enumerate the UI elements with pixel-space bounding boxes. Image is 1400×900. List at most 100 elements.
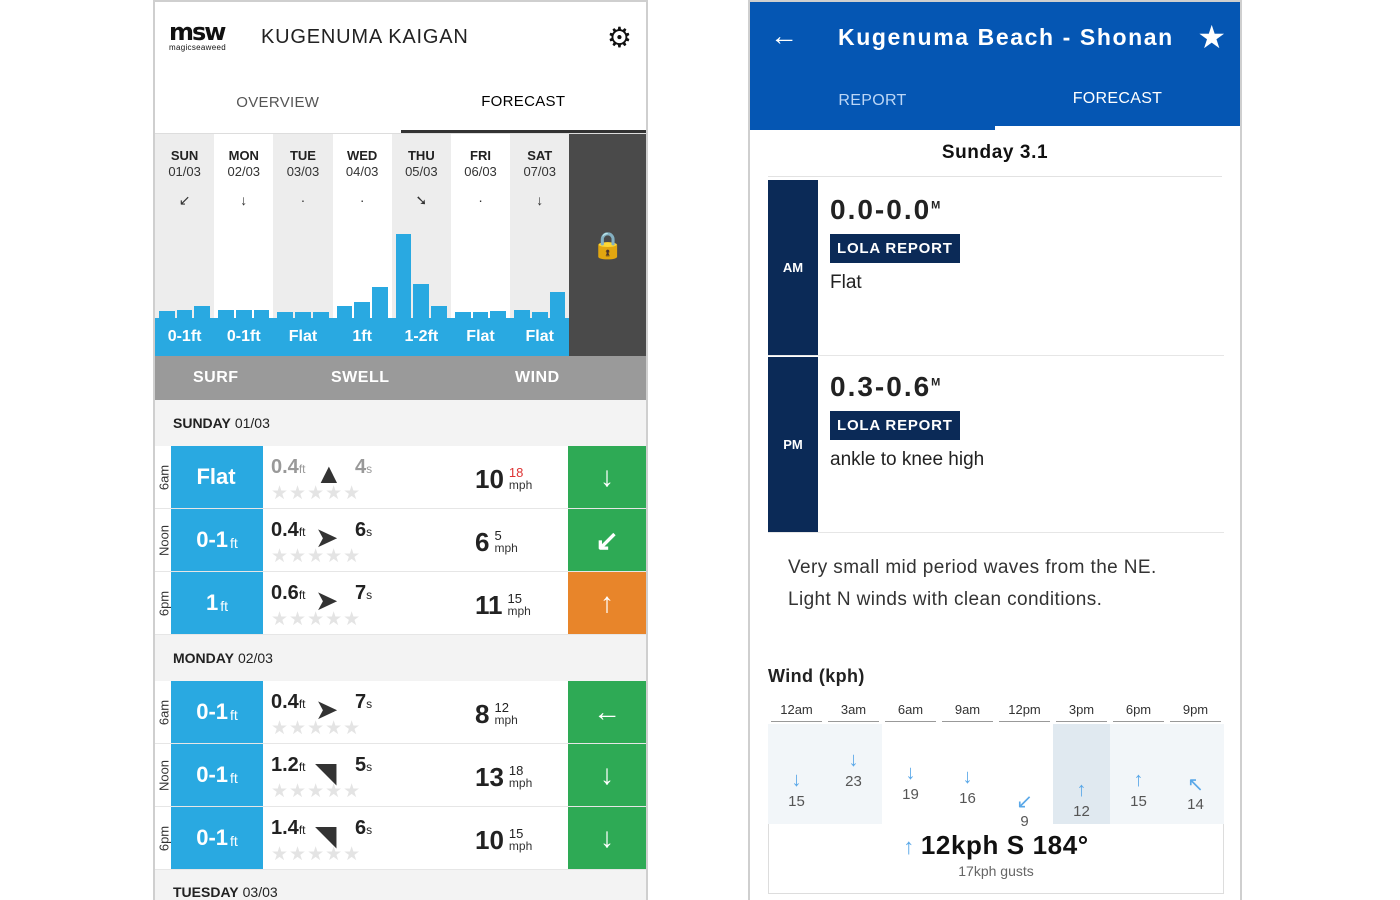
msw-tabs: OVERVIEW FORECAST bbox=[155, 72, 646, 134]
gear-icon[interactable]: ⚙ bbox=[606, 21, 632, 53]
swell-cell: 0.4ft 7s ★★★★★ bbox=[263, 681, 403, 743]
lola-report-badge[interactable]: LOLA REPORT bbox=[830, 234, 960, 263]
swell-cell: 0.4ft 6s ★★★★★ bbox=[263, 509, 403, 571]
wind-arrow-icon: ↓ bbox=[848, 749, 859, 771]
swell-period: 7s bbox=[355, 582, 373, 604]
day-date: 02/03 bbox=[237, 650, 273, 666]
wind-value: 9 bbox=[1020, 813, 1029, 830]
day-date: 05/03 bbox=[405, 164, 438, 179]
day-column[interactable]: MON 02/03 ↓ 0-1ft bbox=[214, 134, 274, 356]
msw-header: msw magicseaweed KUGENUMA KAIGAN ⚙ bbox=[155, 2, 646, 72]
forecast-row[interactable]: 6am 0-1 ft 0.4ft 7s ★★★★★ ➤ 8 12 mph ← bbox=[155, 681, 646, 744]
swell-bar bbox=[218, 309, 234, 318]
wind-hour-cell[interactable]: ↓ 23 bbox=[825, 724, 882, 824]
day-column[interactable]: SUN 01/03 ↙ 0-1ft bbox=[155, 134, 215, 356]
day-date: 04/03 bbox=[345, 164, 379, 179]
wind-hour-cell[interactable]: ↑ 12 bbox=[1053, 724, 1110, 824]
day-name: MON bbox=[228, 148, 259, 163]
time-label: Noon bbox=[156, 524, 172, 557]
surf-range-label: 1ft bbox=[332, 318, 392, 356]
surfline-tabs: REPORT FORECAST bbox=[750, 72, 1240, 130]
pm-label: PM bbox=[768, 357, 818, 532]
hour-label: 12pm bbox=[999, 702, 1050, 722]
forecast-row[interactable]: 6pm 0-1 ft 1.4ft 6s ★★★★★ ◥ 10 15 mph ↓ bbox=[155, 807, 646, 870]
swell-bar bbox=[277, 312, 294, 318]
time-slot: Noon bbox=[155, 744, 172, 806]
wind-arrow-icon: ↑ bbox=[1133, 769, 1144, 791]
lock-icon: 🔒 bbox=[591, 229, 624, 260]
swell-bar bbox=[514, 309, 530, 318]
day-column[interactable]: SAT 07/03 ↓ Flat bbox=[510, 134, 570, 356]
wind-hour-cell[interactable]: ↑ 15 bbox=[1110, 724, 1167, 824]
day-name: TUESDAY bbox=[173, 884, 239, 900]
logo-text: msw bbox=[169, 18, 226, 46]
star-rating: ★★★★★ bbox=[271, 483, 362, 504]
tab-report[interactable]: REPORT bbox=[838, 92, 907, 109]
pm-wave-height: 0.3-0.6M bbox=[830, 371, 943, 402]
wind-hour-cell[interactable]: ↓ 19 bbox=[882, 724, 939, 824]
forecast-row[interactable]: Noon 0-1 ft 1.2ft 5s ★★★★★ ◥ 13 18 mph ↓ bbox=[155, 744, 646, 807]
wind-gusts: 17kph gusts bbox=[958, 863, 1034, 879]
swell-bars bbox=[159, 198, 211, 318]
favorite-star-icon[interactable]: ★ bbox=[1197, 19, 1226, 55]
wind-summary-value: 12kph S 184° bbox=[920, 830, 1089, 860]
day-column[interactable]: WED 04/03 · 1ft bbox=[332, 134, 392, 356]
swell-period: 6s bbox=[355, 817, 373, 839]
swell-bar bbox=[413, 284, 430, 318]
star-rating: ★★★★★ bbox=[271, 781, 362, 802]
wind-arrow-icon: ↓ bbox=[905, 762, 916, 784]
forecast-row[interactable]: 6pm 1 ft 0.6ft 7s ★★★★★ ➤ 11 15 mph ↑ bbox=[155, 572, 646, 635]
star-rating: ★★★★★ bbox=[271, 609, 362, 630]
swell-cell: 0.4ft 4s ★★★★★ bbox=[263, 446, 403, 508]
lola-report-badge[interactable]: LOLA REPORT bbox=[830, 411, 960, 440]
wind-hour-cell[interactable]: ↓ 15 bbox=[768, 724, 825, 824]
wind-value: 16 bbox=[959, 790, 976, 807]
day-header-monday: MONDAY 02/03 bbox=[155, 635, 646, 681]
tab-overview[interactable]: OVERVIEW bbox=[236, 94, 320, 111]
day-column[interactable]: THU 05/03 ➘ 1-2ft bbox=[391, 134, 451, 356]
swell-bar bbox=[490, 310, 507, 318]
surf-range-label: 1-2ft bbox=[391, 318, 451, 356]
wind-hour-cell[interactable]: ↙ 9 bbox=[996, 724, 1053, 830]
swell-period: 7s bbox=[355, 691, 373, 713]
tab-forecast[interactable]: FORECAST bbox=[995, 72, 1240, 130]
wind-hour-cell[interactable]: ↖ 14 bbox=[1167, 724, 1224, 824]
swell-bar bbox=[472, 312, 489, 318]
pm-report: PM 0.3-0.6M LOLA REPORT ankle to knee hi… bbox=[768, 357, 1224, 533]
am-label: AM bbox=[768, 180, 818, 355]
hour-label: 6am bbox=[885, 702, 936, 722]
day-column[interactable]: FRI 06/03 · Flat bbox=[450, 134, 511, 356]
time-slot: Noon bbox=[155, 509, 172, 571]
time-label: 6pm bbox=[156, 590, 172, 617]
sunday-rows: 6am Flat 0.4ft 4s ★★★★★ ▲ 10 18 mph ↓ Noo… bbox=[155, 446, 646, 635]
day-name: TUE bbox=[289, 148, 316, 163]
swell-bars bbox=[514, 198, 566, 318]
week-forecast: SUN 01/03 ↙ 0-1ft MON 02/03 ↓ 0-1ft TUE 03/03 · Fla… bbox=[155, 134, 646, 356]
back-arrow-icon[interactable]: ← bbox=[770, 20, 798, 51]
wind-speed: 8 12 mph bbox=[475, 699, 518, 729]
surf-range-label: Flat bbox=[450, 318, 511, 356]
swell-height: 0.4ft bbox=[271, 456, 306, 478]
tab-forecast[interactable]: FORECAST bbox=[400, 72, 646, 133]
wind-arrow-icon: ↓ bbox=[791, 769, 802, 791]
swell-height: 0.4ft bbox=[271, 519, 306, 541]
hour-label: 6pm bbox=[1113, 702, 1164, 722]
swell-direction-icon: ◥ bbox=[315, 820, 337, 851]
surfline-header: ← Kugenuma Beach - Shonan ★ REPORT FOREC… bbox=[750, 2, 1240, 130]
wind-hour-cell[interactable]: ↓ 16 bbox=[939, 724, 996, 824]
day-column[interactable]: TUE 03/03 · Flat bbox=[273, 134, 333, 356]
forecast-row[interactable]: 6am Flat 0.4ft 4s ★★★★★ ▲ 10 18 mph ↓ bbox=[155, 446, 646, 509]
swell-bar bbox=[372, 286, 388, 318]
time-slot: 6pm bbox=[155, 807, 172, 869]
locked-days[interactable]: 🔒 bbox=[569, 134, 646, 356]
swell-cell: 1.2ft 5s ★★★★★ bbox=[263, 744, 403, 806]
wind-arrow-icon: ↙ bbox=[1016, 791, 1033, 813]
logo-subtext: magicseaweed bbox=[169, 43, 226, 52]
swell-bar bbox=[336, 306, 353, 318]
msw-logo[interactable]: msw magicseaweed bbox=[169, 18, 243, 53]
forecast-row[interactable]: Noon 0-1 ft 0.4ft 6s ★★★★★ ➤ 6 5 mph ↙ bbox=[155, 509, 646, 572]
wind-direction-icon: ← bbox=[568, 681, 646, 743]
wind-value: 15 bbox=[788, 793, 805, 810]
wind-arrow-icon: ↓ bbox=[962, 766, 973, 788]
swell-direction-icon: ◥ bbox=[315, 757, 337, 788]
